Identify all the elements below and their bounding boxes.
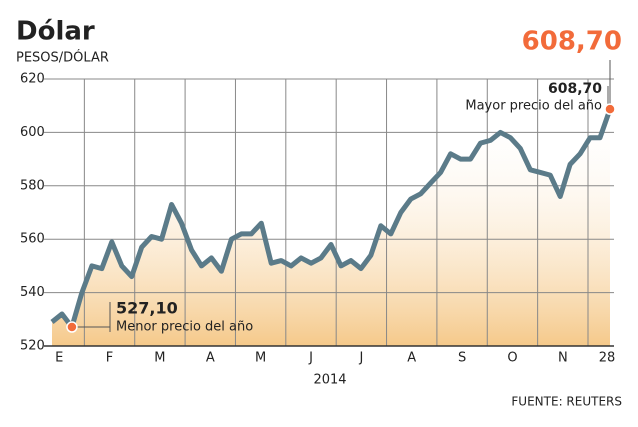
- max-big-label: 608,70: [522, 27, 622, 57]
- x-tick-label: F: [106, 351, 113, 366]
- y-tick-label: 560: [20, 232, 45, 247]
- max-note: Mayor precio del año: [465, 99, 602, 114]
- line: [50, 108, 613, 330]
- extreme-point: [66, 321, 78, 333]
- x-tick-label: J: [308, 351, 313, 366]
- min-label: 527,10: [116, 299, 178, 318]
- source: FUENTE: REUTERS: [511, 395, 622, 409]
- x-tick-label: E: [55, 351, 63, 366]
- x-tick-label: N: [558, 351, 568, 366]
- min-note: Menor precio del año: [116, 320, 253, 335]
- x-tick-label: A: [206, 351, 215, 366]
- y-tick-label: 580: [20, 178, 45, 193]
- x-tick-label: M: [255, 351, 266, 366]
- max-label: 608,70: [548, 81, 602, 97]
- area: [52, 109, 610, 346]
- y-tick-label: 600: [20, 125, 45, 140]
- x-tick-label: 28: [599, 351, 616, 366]
- y-tick-label: 620: [20, 72, 45, 87]
- y-tick-label: 540: [20, 285, 45, 300]
- chart-subtitle: PESOS/DÓLAR: [16, 50, 109, 66]
- y-tick-label: 520: [20, 339, 45, 354]
- x-tick-label: S: [458, 351, 466, 366]
- x-tick-label: J: [358, 351, 363, 366]
- x-tick-label: A: [407, 351, 416, 366]
- x-tick-label: O: [507, 351, 517, 366]
- chart-title: Dólar: [16, 17, 95, 47]
- x-tick-label: M: [154, 351, 165, 366]
- x-axis-label: 2014: [313, 373, 346, 388]
- extreme-point: [604, 103, 616, 115]
